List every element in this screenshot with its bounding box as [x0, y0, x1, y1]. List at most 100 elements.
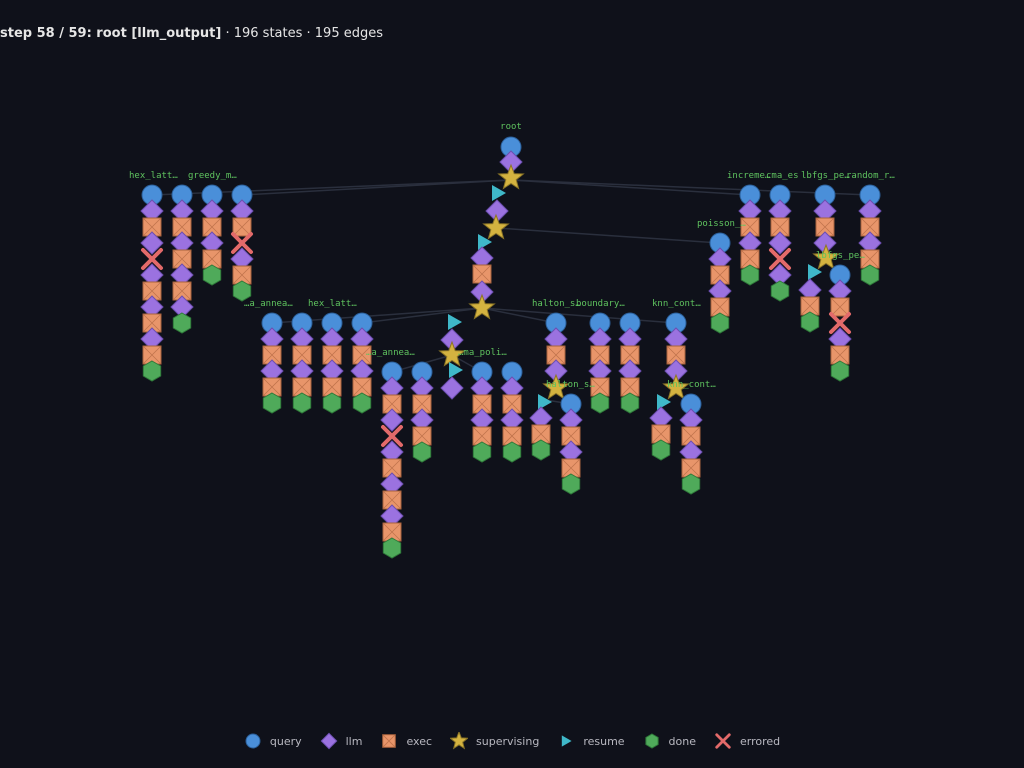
resume-node[interactable]	[448, 314, 462, 330]
exec-node[interactable]	[681, 458, 701, 478]
supervising-node[interactable]	[812, 243, 840, 270]
edge	[241, 179, 512, 196]
resume-node[interactable]	[449, 362, 463, 378]
done-node[interactable]	[770, 280, 790, 302]
resume-icon	[562, 735, 572, 747]
done-node[interactable]	[322, 392, 342, 414]
exec-node[interactable]	[681, 426, 701, 446]
done-node[interactable]	[232, 280, 252, 302]
done-node[interactable]	[590, 392, 610, 414]
resume-node[interactable]	[657, 394, 671, 410]
llm-node[interactable]	[440, 376, 464, 400]
legend-item-errored: errored	[714, 732, 780, 750]
legend-label: supervising	[476, 734, 540, 748]
exec-node[interactable]	[142, 281, 162, 301]
edge	[481, 307, 677, 324]
errored-node[interactable]	[141, 248, 163, 270]
done-node[interactable]	[172, 312, 192, 334]
legend-label: resume	[583, 734, 625, 748]
exec-node[interactable]	[561, 426, 581, 446]
node-label-halton1: halton_s…	[532, 299, 581, 309]
done-node[interactable]	[740, 264, 760, 286]
done-node[interactable]	[620, 392, 640, 414]
exec-node[interactable]	[740, 217, 760, 237]
node-label-poisson: poisson_…	[697, 219, 746, 229]
resume-node[interactable]	[808, 264, 822, 280]
resume-node[interactable]	[538, 394, 552, 410]
exec-node[interactable]	[352, 345, 372, 365]
done-node[interactable]	[651, 439, 671, 461]
nodes	[140, 136, 882, 559]
llm-node[interactable]	[768, 231, 792, 255]
done-node[interactable]	[292, 392, 312, 414]
edge	[510, 179, 751, 196]
exec-node[interactable]	[860, 249, 880, 269]
exec-node[interactable]	[620, 345, 640, 365]
supervising-node[interactable]	[438, 340, 466, 367]
supervising-node[interactable]	[482, 213, 510, 240]
errored-node[interactable]	[231, 232, 253, 254]
done-node[interactable]	[561, 473, 581, 495]
llm-icon	[320, 732, 338, 750]
edge	[481, 307, 557, 324]
done-node[interactable]	[681, 473, 701, 495]
exec-node[interactable]	[382, 490, 402, 510]
done-node[interactable]	[800, 311, 820, 333]
exec-node[interactable]	[830, 297, 850, 317]
node-label-lbfgs2: lbfgs_pe…	[816, 251, 865, 261]
exec-node[interactable]	[142, 345, 162, 365]
legend-item-done: done	[643, 732, 696, 750]
done-node[interactable]	[352, 392, 372, 414]
exec-node[interactable]	[172, 217, 192, 237]
done-node[interactable]	[531, 439, 551, 461]
exec-node[interactable]	[590, 377, 610, 397]
exec-node[interactable]	[860, 217, 880, 237]
exec-node[interactable]	[472, 394, 492, 414]
exec-node[interactable]	[472, 264, 492, 284]
llm-node[interactable]	[380, 408, 404, 432]
done-icon	[644, 733, 659, 749]
legend-item-query: query	[244, 732, 302, 750]
exec-node[interactable]	[202, 217, 222, 237]
done-node[interactable]	[710, 312, 730, 334]
exec-node[interactable]	[232, 217, 252, 237]
exec-node[interactable]	[232, 265, 252, 285]
errored-node[interactable]	[829, 312, 851, 334]
done-node[interactable]	[830, 360, 850, 382]
resume-node[interactable]	[478, 234, 492, 250]
exec-node[interactable]	[651, 424, 671, 444]
errored-node[interactable]	[769, 248, 791, 270]
supervising-node[interactable]	[497, 163, 525, 190]
errored-node[interactable]	[381, 425, 403, 447]
done-node[interactable]	[142, 360, 162, 382]
exec-node[interactable]	[142, 217, 162, 237]
node-labels: root hex_latt… greedy_m… increme…cma_es lbfg…	[129, 122, 895, 390]
exec-node[interactable]	[815, 217, 835, 237]
done-node[interactable]	[262, 392, 282, 414]
done-node[interactable]	[412, 441, 432, 463]
llm-node[interactable]	[140, 231, 164, 255]
exec-node[interactable]	[322, 377, 342, 397]
node-label-anneal2: …a_annea…	[366, 348, 415, 358]
done-node[interactable]	[502, 441, 522, 463]
exec-node[interactable]	[502, 394, 522, 414]
node-label-hex1: hex_latt…	[129, 171, 178, 181]
supervising-node[interactable]	[542, 373, 570, 400]
done-node[interactable]	[382, 537, 402, 559]
done-node[interactable]	[472, 441, 492, 463]
exec-node[interactable]	[800, 296, 820, 316]
exec-node[interactable]	[322, 345, 342, 365]
supervising-node[interactable]	[662, 373, 690, 400]
resume-node[interactable]	[492, 185, 506, 201]
exec-node[interactable]	[262, 345, 282, 365]
node-label-knn1: knn_cont…	[652, 299, 701, 309]
legend-label: query	[269, 734, 302, 748]
node-label-cma: cma_es	[766, 171, 799, 181]
legend-label: exec	[406, 734, 433, 748]
legend-item-llm: llm	[320, 732, 362, 750]
done-node[interactable]	[202, 264, 222, 286]
exec-node[interactable]	[531, 424, 551, 444]
supervising-node[interactable]	[468, 293, 496, 320]
done-node[interactable]	[860, 264, 880, 286]
query-icon	[245, 733, 261, 749]
